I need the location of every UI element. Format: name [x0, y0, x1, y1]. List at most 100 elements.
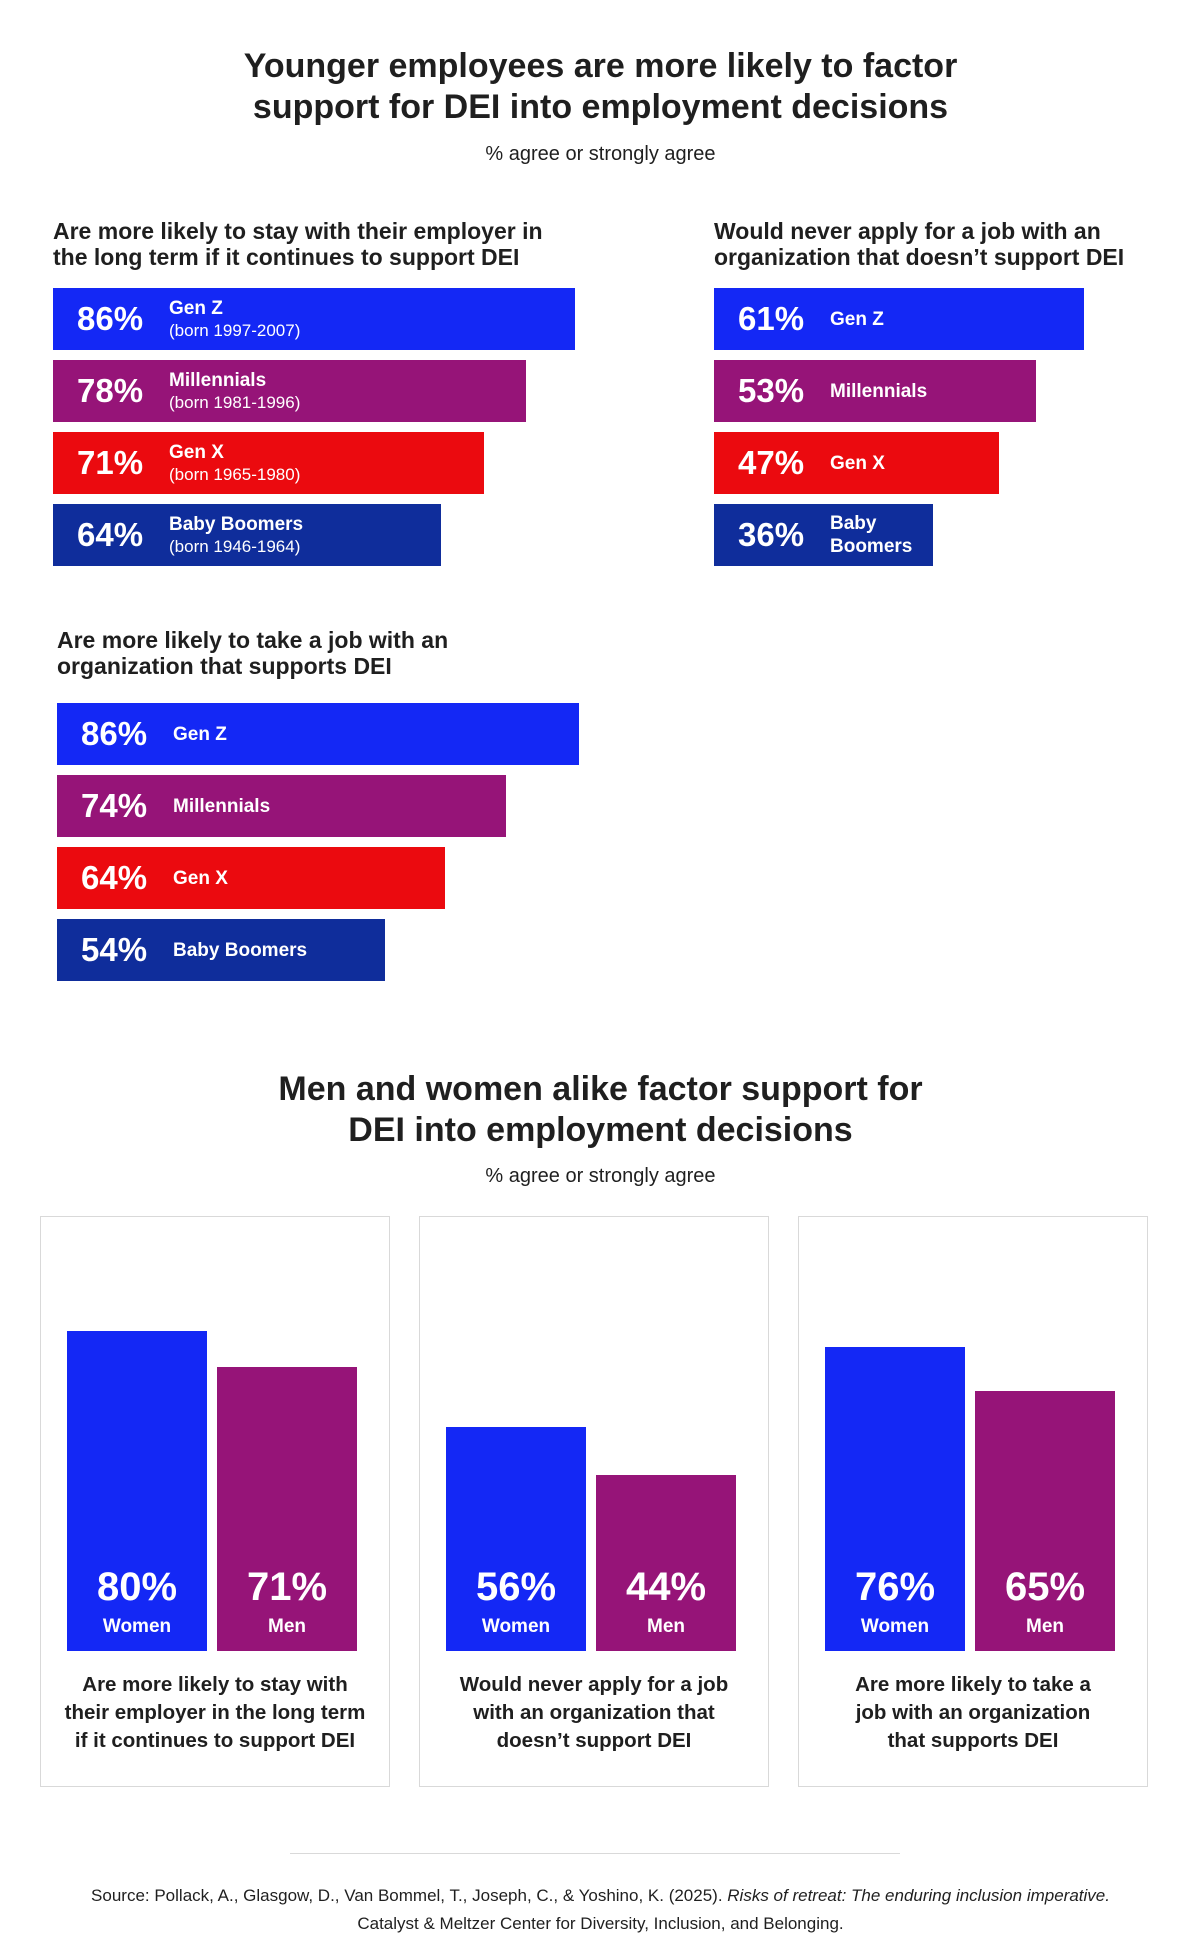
- section-subtitle: % agree or strongly agree: [485, 1165, 716, 1187]
- bar-category: Millennials: [173, 795, 270, 818]
- bar-value-label: 65%: [1004, 1565, 1086, 1609]
- bar-category: Millennials (born 1981-1996): [169, 369, 300, 414]
- main-title: Younger employees are more likely to fac…: [0, 46, 1201, 128]
- chart-stay-by-generation: Are more likely to stay with their emplo…: [53, 218, 613, 568]
- caption-line-3: that supports DEI: [887, 1729, 1059, 1752]
- bar-value-label: 53%: [738, 372, 805, 409]
- bar-value-label: 44%: [625, 1565, 707, 1609]
- bar-millennials: 78% Millennials (born 1981-1996): [53, 360, 526, 422]
- section-title-line-2: DEI into employment decisions: [348, 1111, 853, 1149]
- bar-value-label: 54%: [81, 931, 148, 968]
- bar-gen-x: 71% Gen X (born 1965-1980): [53, 432, 484, 494]
- caption-line-3: if it continues to support DEI: [74, 1729, 356, 1752]
- bar-category-label: Millennials: [830, 380, 928, 402]
- bar-category-label: Gen X: [830, 452, 885, 474]
- bar-women: 76% Women: [825, 1347, 965, 1651]
- bar-value-label: 64%: [81, 859, 148, 896]
- bar-category-note: (born 1965-1980): [169, 464, 301, 484]
- caption-line-3: doesn’t support DEI: [496, 1729, 692, 1752]
- bar-baby-boomers: 36% Baby Boomers: [714, 504, 933, 566]
- bar-gen-z: 86% Gen Z: [57, 703, 579, 765]
- chart-title: Are more likely to stay with their emplo…: [53, 218, 613, 270]
- source-note: Source: Pollack, A., Glasgow, D., Van Bo…: [0, 1882, 1201, 1938]
- main-title-line-2: support for DEI into employment decision…: [252, 88, 949, 126]
- bar-category-label: Gen Z: [173, 723, 227, 745]
- chart-title-line-2: organization that doesn’t support DEI: [714, 244, 1125, 270]
- bar-category-label: Women: [481, 1616, 551, 1637]
- bar-category-label: Gen X: [169, 441, 224, 463]
- bar-value-label: 86%: [77, 300, 144, 337]
- chart-never-apply-by-generation: Would never apply for a job with an orga…: [714, 218, 1174, 568]
- bar-category-label: Men: [647, 1616, 685, 1637]
- bar-category: Baby Boomers (born 1946-1964): [169, 513, 303, 558]
- chart-title-line-1: Are more likely to stay with their emplo…: [53, 218, 543, 244]
- bar-millennials: 53% Millennials: [714, 360, 1036, 422]
- bar-men: 65% Men: [975, 1391, 1115, 1651]
- bar-baby-boomers: 54% Baby Boomers: [57, 919, 385, 981]
- bar-value-label: 47%: [738, 444, 805, 481]
- bar-gen-x: 64% Gen X: [57, 847, 445, 909]
- bar-category-label: Millennials: [173, 795, 271, 817]
- main-subtitle: % agree or strongly agree: [485, 143, 716, 165]
- chart-title: Are more likely to take a job with an or…: [57, 627, 617, 679]
- bar-category-label: Men: [1026, 1616, 1064, 1637]
- bar-gen-x: 47% Gen X: [714, 432, 999, 494]
- bar-category-label: Gen Z: [169, 297, 223, 319]
- bar-category: Baby Boomers: [173, 939, 307, 962]
- bar-value-label: 86%: [81, 715, 148, 752]
- section-title: Men and women alike factor support for D…: [0, 1069, 1201, 1151]
- bar-value-label: 61%: [738, 300, 805, 337]
- bar-category: Gen Z: [173, 723, 227, 746]
- bar-value-label: 71%: [246, 1565, 328, 1609]
- bar-men: 71% Men: [217, 1367, 357, 1651]
- chart-caption: Are more likely to stay with their emplo…: [41, 1671, 389, 1755]
- bar-category-label: Baby Boomers: [830, 513, 913, 557]
- bar-value-label: 80%: [96, 1565, 178, 1609]
- bar-category-label: Gen X: [173, 867, 228, 889]
- bar-millennials: 74% Millennials: [57, 775, 506, 837]
- chart-title: Would never apply for a job with an orga…: [714, 218, 1174, 270]
- source-authors: Source: Pollack, A., Glasgow, D., Van Bo…: [91, 1886, 728, 1905]
- chart-caption: Are more likely to take a job with an or…: [799, 1671, 1147, 1755]
- caption-line-1: Are more likely to take a: [855, 1673, 1091, 1696]
- chart-take-job-by-generation: Are more likely to take a job with an or…: [57, 627, 617, 987]
- bar-category: Gen Z: [830, 308, 884, 331]
- bar-value-label: 56%: [475, 1565, 557, 1609]
- source-line-1: Source: Pollack, A., Glasgow, D., Van Bo…: [0, 1882, 1201, 1910]
- divider: [290, 1853, 900, 1854]
- bar-category-note: (born 1946-1964): [169, 536, 301, 556]
- bar-women: 56% Women: [446, 1427, 586, 1651]
- bar-gen-z: 86% Gen Z (born 1997-2007): [53, 288, 575, 350]
- caption-line-2: their employer in the long term: [64, 1701, 366, 1724]
- bar-category-label: Men: [268, 1616, 306, 1637]
- chart-title-line-1: Would never apply for a job with an: [714, 218, 1101, 244]
- bar-women: 80% Women: [67, 1331, 207, 1651]
- bar-category-label: Women: [860, 1616, 930, 1637]
- bar-category-label: Women: [102, 1616, 172, 1637]
- bar-value-label: 78%: [77, 372, 144, 409]
- source-title: Risks of retreat: The enduring inclusion…: [727, 1886, 1110, 1905]
- source-line-2: Catalyst & Meltzer Center for Diversity,…: [357, 1914, 844, 1933]
- bar-category-note: (born 1997-2007): [169, 320, 301, 340]
- bar-category: Gen Z (born 1997-2007): [169, 297, 300, 342]
- bar-value-label: 76%: [854, 1565, 936, 1609]
- chart-title-line-2: the long term if it continues to support…: [53, 244, 520, 270]
- bar-category: Gen X (born 1965-1980): [169, 441, 300, 486]
- bar-category: Gen X: [830, 452, 885, 475]
- bar-gen-z: 61% Gen Z: [714, 288, 1084, 350]
- caption-line-2: with an organization that: [473, 1701, 715, 1724]
- chart-take-job-by-gender: Are more likely to take a job with an or…: [798, 1216, 1148, 1787]
- chart-never-apply-by-gender: Would never apply for a job with an orga…: [419, 1216, 769, 1787]
- bar-category: Millennials: [830, 380, 927, 403]
- bar-category-note: (born 1981-1996): [169, 392, 301, 412]
- chart-title-line-2: organization that supports DEI: [57, 653, 392, 679]
- bar-category-label: Baby Boomers: [169, 513, 304, 535]
- bar-value-label: 74%: [81, 787, 148, 824]
- caption-line-1: Are more likely to stay with: [82, 1673, 348, 1696]
- bar-baby-boomers: 64% Baby Boomers (born 1946-1964): [53, 504, 441, 566]
- caption-line-1: Would never apply for a job: [459, 1673, 729, 1696]
- bar-category-label: Millennials: [169, 369, 267, 391]
- chart-title-line-1: Are more likely to take a job with an: [57, 627, 449, 653]
- bar-category: Gen X: [173, 867, 228, 890]
- bar-category-label: Gen Z: [830, 308, 884, 330]
